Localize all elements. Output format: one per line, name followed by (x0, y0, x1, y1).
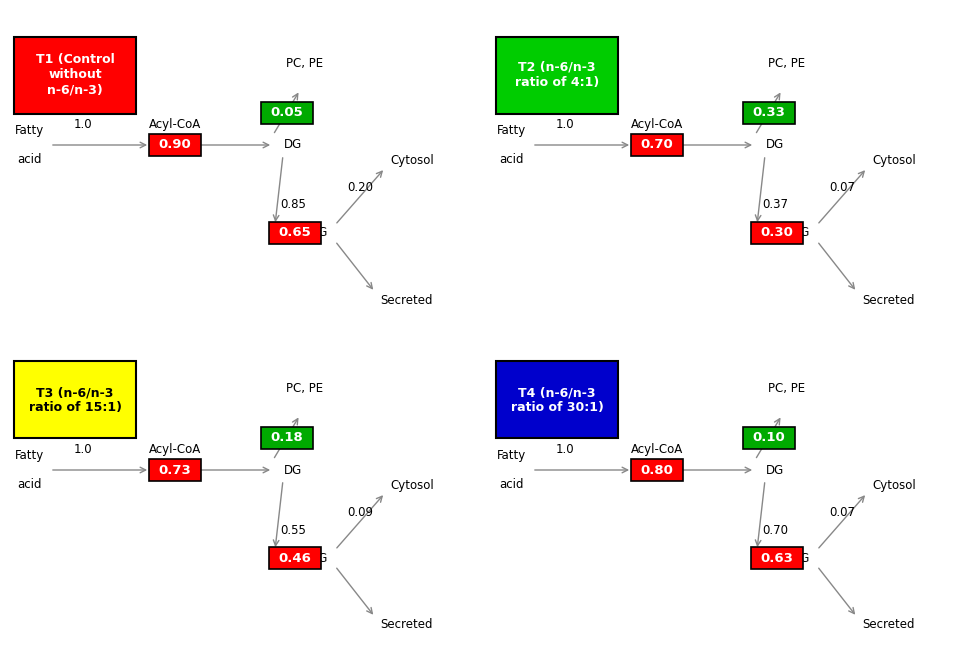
Text: 1.0: 1.0 (555, 118, 574, 131)
Text: 0.07: 0.07 (829, 506, 855, 519)
Text: 0.09: 0.09 (347, 506, 373, 519)
Text: acid: acid (500, 478, 524, 491)
Text: Cytosol: Cytosol (872, 478, 916, 491)
Text: Cytosol: Cytosol (390, 154, 433, 167)
Text: DG: DG (766, 138, 785, 151)
Text: Secreted: Secreted (862, 618, 915, 631)
Text: 0.80: 0.80 (641, 463, 674, 476)
Text: 0.55: 0.55 (280, 524, 306, 537)
Text: 1.0: 1.0 (73, 443, 92, 456)
Text: Acyl-CoA: Acyl-CoA (149, 118, 201, 131)
Text: TG: TG (793, 552, 810, 565)
Text: 0.70: 0.70 (762, 524, 788, 537)
Text: 0.10: 0.10 (752, 431, 785, 444)
Text: acid: acid (17, 478, 42, 491)
Text: 0.33: 0.33 (752, 106, 785, 119)
Text: TG: TG (311, 552, 327, 565)
FancyBboxPatch shape (751, 222, 803, 244)
Text: DG: DG (284, 463, 302, 476)
Text: 0.73: 0.73 (158, 463, 191, 476)
Text: T3 (n-6/n-3
ratio of 15:1): T3 (n-6/n-3 ratio of 15:1) (29, 386, 122, 414)
Text: Secreted: Secreted (862, 293, 915, 306)
Text: 0.37: 0.37 (762, 199, 788, 212)
Text: acid: acid (17, 153, 42, 166)
FancyBboxPatch shape (149, 134, 201, 156)
Text: PC, PE: PC, PE (287, 57, 323, 70)
Text: 0.90: 0.90 (158, 138, 191, 151)
Text: DG: DG (766, 463, 785, 476)
Text: Acyl-CoA: Acyl-CoA (631, 118, 683, 131)
Text: PC, PE: PC, PE (768, 382, 806, 395)
FancyBboxPatch shape (14, 36, 136, 114)
Text: Cytosol: Cytosol (872, 154, 916, 167)
Text: Secreted: Secreted (380, 618, 432, 631)
FancyBboxPatch shape (631, 459, 683, 481)
FancyBboxPatch shape (14, 361, 136, 439)
Text: Fatty: Fatty (15, 449, 44, 462)
FancyBboxPatch shape (496, 36, 618, 114)
FancyBboxPatch shape (269, 222, 321, 244)
Text: PC, PE: PC, PE (287, 382, 323, 395)
FancyBboxPatch shape (742, 101, 794, 123)
FancyBboxPatch shape (751, 547, 803, 569)
Text: 0.85: 0.85 (280, 199, 306, 212)
Text: T2 (n-6/n-3
ratio of 4:1): T2 (n-6/n-3 ratio of 4:1) (515, 61, 599, 89)
Text: 0.46: 0.46 (279, 552, 312, 565)
Text: 0.05: 0.05 (270, 106, 303, 119)
FancyBboxPatch shape (269, 547, 321, 569)
Text: Fatty: Fatty (497, 124, 527, 137)
FancyBboxPatch shape (496, 361, 618, 439)
Text: 0.20: 0.20 (347, 182, 373, 195)
Text: Secreted: Secreted (380, 293, 432, 306)
Text: T4 (n-6/n-3
ratio of 30:1): T4 (n-6/n-3 ratio of 30:1) (510, 386, 603, 414)
FancyBboxPatch shape (261, 101, 313, 123)
Text: 0.70: 0.70 (641, 138, 674, 151)
Text: Acyl-CoA: Acyl-CoA (149, 443, 201, 456)
Text: Cytosol: Cytosol (390, 478, 433, 491)
Text: DG: DG (284, 138, 302, 151)
FancyBboxPatch shape (149, 459, 201, 481)
Text: acid: acid (500, 153, 524, 166)
Text: 0.30: 0.30 (760, 227, 793, 239)
FancyBboxPatch shape (631, 134, 683, 156)
Text: 0.65: 0.65 (279, 227, 312, 239)
FancyBboxPatch shape (742, 426, 794, 448)
FancyBboxPatch shape (261, 426, 313, 448)
Text: PC, PE: PC, PE (768, 57, 806, 70)
Text: Acyl-CoA: Acyl-CoA (631, 443, 683, 456)
Text: 1.0: 1.0 (555, 443, 574, 456)
Text: TG: TG (311, 227, 327, 239)
Text: 0.18: 0.18 (270, 431, 303, 444)
Text: Fatty: Fatty (15, 124, 44, 137)
Text: Fatty: Fatty (497, 449, 527, 462)
Text: T1 (Control
without
n-6/n-3): T1 (Control without n-6/n-3) (36, 53, 115, 97)
Text: 0.07: 0.07 (829, 182, 855, 195)
Text: 1.0: 1.0 (73, 118, 92, 131)
Text: 0.63: 0.63 (760, 552, 793, 565)
Text: TG: TG (793, 227, 810, 239)
